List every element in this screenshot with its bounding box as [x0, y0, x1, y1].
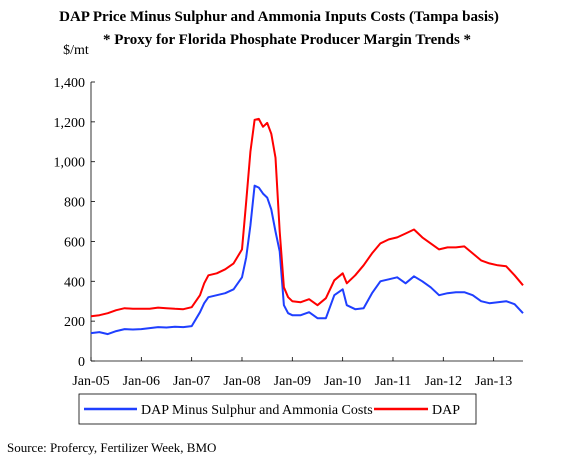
chart-title: DAP Price Minus Sulphur and Ammonia Inpu…: [59, 9, 499, 25]
x-tick-label: Jan-11: [375, 374, 412, 389]
series-lines: [90, 117, 524, 336]
axes: [90, 81, 523, 362]
y-tick-label: 600: [64, 235, 85, 250]
y-axis-label: $/mt: [63, 43, 89, 58]
legend-box: [78, 393, 477, 425]
x-tick-label: Jan-08: [223, 374, 260, 389]
x-tick-label: Jan-12: [425, 374, 462, 389]
source-note: Source: Profercy, Fertilizer Week, BMO: [7, 440, 216, 455]
x-tick-label: Jan-09: [274, 374, 311, 389]
legend-label-margin: DAP Minus Sulphur and Ammonia Costs: [141, 403, 373, 418]
y-tick-label: 400: [64, 275, 85, 290]
y-tick-label: 800: [64, 196, 85, 211]
y-tick-label: 200: [64, 315, 85, 330]
y-tick-label: 1,200: [54, 116, 86, 131]
y-tick-labels: 0 200 400 600 800 1,000 1,200 1,400: [54, 76, 86, 370]
x-tick-label: Jan-07: [173, 374, 210, 389]
series-line-dap: [90, 117, 524, 318]
x-tick-label: Jan-10: [324, 374, 361, 389]
x-tick-label: Jan-05: [72, 374, 109, 389]
y-tick-label: 1,000: [54, 156, 86, 171]
x-tick-label: Jan-13: [475, 374, 512, 389]
legend-label-dap: DAP: [432, 403, 460, 418]
chart-subtitle: * Proxy for Florida Phosphate Producer M…: [103, 32, 471, 48]
y-tick-label: 1,400: [54, 76, 86, 91]
series-line-margin: [90, 184, 524, 336]
y-tick-label: 0: [78, 355, 85, 370]
x-tick-label: Jan-06: [123, 374, 160, 389]
x-tick-labels: Jan-05 Jan-06 Jan-07 Jan-08 Jan-09 Jan-10 Jan-…: [72, 374, 512, 389]
